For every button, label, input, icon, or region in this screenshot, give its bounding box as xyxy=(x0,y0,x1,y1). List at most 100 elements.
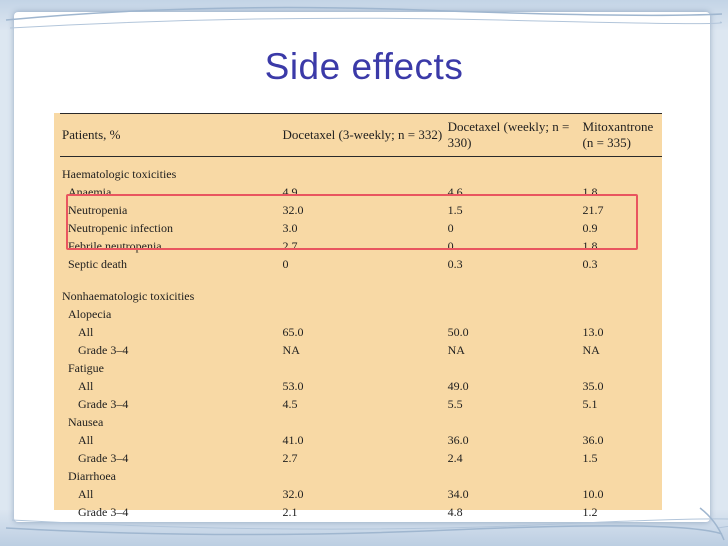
table-row: Febrile neutropenia 2.7 0 1.8 xyxy=(60,237,662,255)
table-cell xyxy=(583,305,662,323)
table-cell: 4.8 xyxy=(447,504,463,519)
table-cell: 13.0 xyxy=(582,324,604,339)
table-header-row: Patients, % Docetaxel (3-weekly; n = 332… xyxy=(60,113,662,157)
table-cell xyxy=(583,287,662,305)
table-cell xyxy=(283,287,448,305)
table-cell: 1.8 xyxy=(582,238,598,253)
table-cell: 1.2 xyxy=(582,504,598,519)
table-cell: 49.0 xyxy=(447,378,469,393)
table-row: Septic death 0 0.3 0.3 xyxy=(60,255,662,273)
column-header: Docetaxel (3-weekly; n = 332) xyxy=(282,113,448,157)
table-row: Neutropenia 32.0 1.5 21.7 xyxy=(60,201,662,219)
column-header: Patients, % xyxy=(60,113,283,157)
table-cell: 3.0 xyxy=(282,220,298,235)
table-cell xyxy=(283,467,448,485)
table-cell: 41.0 xyxy=(282,432,304,447)
table-cell: 4.5 xyxy=(282,396,298,411)
table-row: Fatigue xyxy=(60,359,662,377)
table-cell: 0 xyxy=(282,256,289,271)
table-cell: 21.7 xyxy=(582,202,604,217)
table-cell xyxy=(583,413,662,431)
table-cell: 2.4 xyxy=(447,450,463,465)
table-row: Alopecia xyxy=(60,305,662,323)
table-row: All 32.0 34.0 10.0 xyxy=(60,485,662,503)
table-cell: 2.7 xyxy=(282,238,298,253)
row-label: Alopecia xyxy=(68,306,112,321)
table-cell xyxy=(583,165,662,183)
row-label: Diarrhoea xyxy=(68,468,116,483)
table-cell: 5.1 xyxy=(582,396,598,411)
row-label: Nonhaematologic toxicities xyxy=(62,288,195,303)
row-label: Nausea xyxy=(68,414,104,429)
table-cell: 4.9 xyxy=(282,184,298,199)
row-label: All xyxy=(78,432,94,447)
row-label: Febrile neutropenia xyxy=(68,238,162,253)
table-cell: NA xyxy=(447,342,465,357)
table-row: Grade 3–4 2.7 2.4 1.5 xyxy=(60,449,662,467)
table-cell xyxy=(448,359,583,377)
row-label: Grade 3–4 xyxy=(78,342,129,357)
slide-title: Side effects xyxy=(264,46,464,87)
table-row: All 41.0 36.0 36.0 xyxy=(60,431,662,449)
table-cell xyxy=(283,165,448,183)
table-cell: 0.9 xyxy=(582,220,598,235)
table-row: Neutropenic infection 3.0 0 0.9 xyxy=(60,219,662,237)
table-row: Grade 3–4 2.1 4.8 1.2 xyxy=(60,503,662,521)
table-spacer xyxy=(60,157,662,166)
table-cell xyxy=(583,467,662,485)
table-cell: 0.3 xyxy=(582,256,598,271)
table-cell: 0 xyxy=(447,238,454,253)
table-body: Haematologic toxicities Anaemia 4.9 4.6 1.8 N… xyxy=(60,157,662,522)
row-label: Haematologic toxicities xyxy=(62,166,177,181)
table-cell: 0 xyxy=(447,220,454,235)
table-cell: 53.0 xyxy=(282,378,304,393)
column-header: Mitoxantrone (n = 335) xyxy=(582,113,662,157)
table-cell xyxy=(448,305,583,323)
table-cell: 4.6 xyxy=(447,184,463,199)
row-label: All xyxy=(78,486,94,501)
row-label: Grade 3–4 xyxy=(78,396,129,411)
table-cell: 1.5 xyxy=(447,202,463,217)
row-label: Neutropenia xyxy=(68,202,128,217)
table-cell xyxy=(283,305,448,323)
table-cell xyxy=(448,413,583,431)
row-label: Grade 3–4 xyxy=(78,504,129,519)
table-cell: 36.0 xyxy=(447,432,469,447)
table-cell: 5.5 xyxy=(447,396,463,411)
table-cell: 34.0 xyxy=(447,486,469,501)
table-row: All 65.0 50.0 13.0 xyxy=(60,323,662,341)
table-cell xyxy=(283,413,448,431)
table-row: Nausea xyxy=(60,413,662,431)
table-cell: 2.7 xyxy=(282,450,298,465)
table-cell xyxy=(583,359,662,377)
row-label: Neutropenic infection xyxy=(68,220,173,235)
table-cell xyxy=(448,287,583,305)
table-cell: 1.5 xyxy=(582,450,598,465)
table-cell: NA xyxy=(582,342,600,357)
table-row: Grade 3–4 4.5 5.5 5.1 xyxy=(60,395,662,413)
table-cell: 10.0 xyxy=(582,486,604,501)
table-row: Anaemia 4.9 4.6 1.8 xyxy=(60,183,662,201)
table-cell: 32.0 xyxy=(282,202,304,217)
row-label: Fatigue xyxy=(68,360,104,375)
table-cell: 35.0 xyxy=(582,378,604,393)
side-effects-table: Patients, % Docetaxel (3-weekly; n = 332… xyxy=(60,113,662,521)
table-cell: 0.3 xyxy=(447,256,463,271)
table-cell: 65.0 xyxy=(282,324,304,339)
row-label: All xyxy=(78,378,94,393)
table-cell xyxy=(283,359,448,377)
table-cell: 36.0 xyxy=(582,432,604,447)
table-row: Grade 3–4 NA NA NA xyxy=(60,341,662,359)
row-label: All xyxy=(78,324,94,339)
table-spacer xyxy=(60,273,662,287)
table-row: All 53.0 49.0 35.0 xyxy=(60,377,662,395)
row-label: Anaemia xyxy=(68,184,112,199)
table-cell: 32.0 xyxy=(282,486,304,501)
table-row: Nonhaematologic toxicities xyxy=(60,287,662,305)
table-cell: 50.0 xyxy=(447,324,469,339)
table-cell xyxy=(448,165,583,183)
table-cell: NA xyxy=(282,342,300,357)
table-row: Diarrhoea xyxy=(60,467,662,485)
column-header: Docetaxel (weekly; n = 330) xyxy=(447,113,583,157)
row-label: Septic death xyxy=(68,256,127,271)
